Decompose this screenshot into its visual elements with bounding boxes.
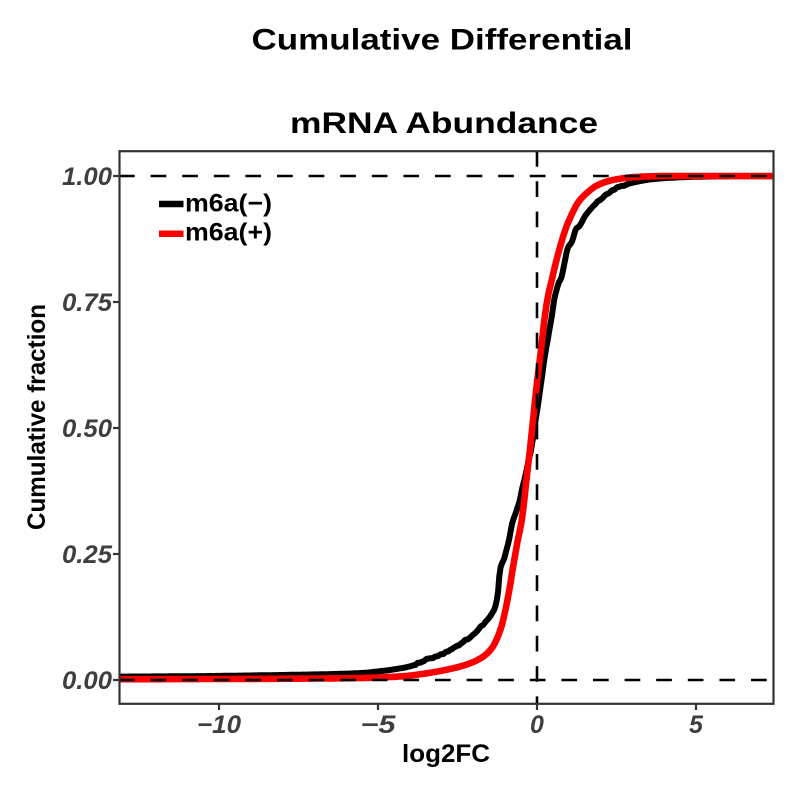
svg-text:0.00: 0.00 (62, 667, 112, 695)
svg-text:1.00: 1.00 (62, 163, 112, 191)
svg-text:log2FC: log2FC (402, 740, 490, 768)
svg-text:5: 5 (689, 711, 704, 739)
svg-text:−5: −5 (361, 711, 397, 739)
svg-text:Cumulative fraction: Cumulative fraction (23, 304, 51, 530)
svg-text:0: 0 (530, 711, 544, 739)
svg-text:0.25: 0.25 (62, 541, 113, 569)
svg-text:−10: −10 (197, 711, 241, 739)
svg-text:Cumulative Differential: Cumulative Differential (252, 24, 633, 57)
svg-text:0.50: 0.50 (62, 415, 112, 443)
svg-text:m6a(+): m6a(+) (185, 219, 272, 247)
svg-text:0.75: 0.75 (62, 289, 113, 317)
svg-text:mRNA Abundance: mRNA Abundance (290, 107, 598, 140)
svg-text:m6a(−): m6a(−) (185, 190, 272, 218)
